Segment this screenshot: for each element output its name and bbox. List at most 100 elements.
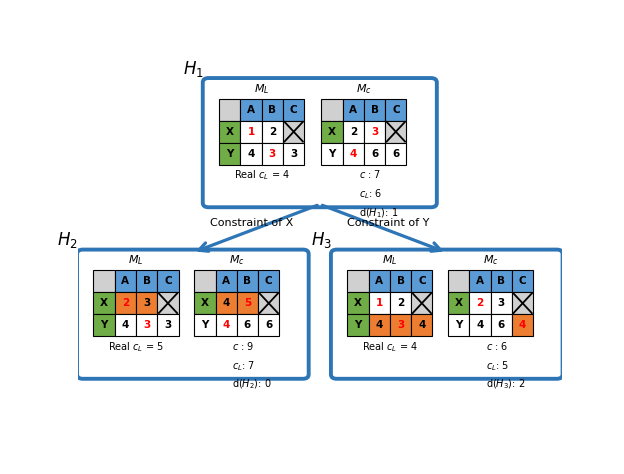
Text: $c$ : 6: $c$ : 6 (486, 340, 508, 352)
Text: $c_L$: 6: $c_L$: 6 (359, 187, 383, 201)
Text: A: A (247, 105, 255, 115)
Text: Y: Y (354, 320, 362, 330)
Text: X: X (328, 127, 336, 137)
Text: 1: 1 (248, 127, 255, 137)
Text: 2: 2 (349, 127, 357, 137)
Text: 1: 1 (376, 298, 383, 308)
Bar (157, 270, 178, 292)
Bar (283, 99, 305, 121)
Text: 6: 6 (498, 320, 505, 330)
Bar (512, 314, 534, 336)
Text: Y: Y (226, 149, 233, 159)
Bar (219, 143, 240, 164)
Bar (448, 292, 469, 314)
Text: C: C (265, 276, 273, 286)
Text: B: B (497, 276, 505, 286)
Bar (94, 314, 115, 336)
Bar (411, 270, 432, 292)
Text: 4: 4 (519, 320, 526, 330)
Bar (469, 270, 490, 292)
Bar (262, 121, 283, 143)
Bar (258, 314, 280, 336)
Bar (411, 314, 432, 336)
Bar (262, 143, 283, 164)
Text: 5: 5 (244, 298, 251, 308)
Text: Real $c_L$ = 5: Real $c_L$ = 5 (108, 340, 164, 354)
Text: $H_3$: $H_3$ (311, 230, 332, 250)
Text: 2: 2 (122, 298, 129, 308)
Text: Constraint of Y: Constraint of Y (347, 218, 429, 228)
Bar (364, 99, 385, 121)
Bar (157, 292, 178, 314)
Bar (136, 270, 157, 292)
Text: 6: 6 (265, 320, 273, 330)
Bar (385, 99, 406, 121)
Bar (258, 270, 280, 292)
Bar (237, 270, 258, 292)
Text: A: A (122, 276, 129, 286)
Bar (448, 270, 469, 292)
Text: 3: 3 (371, 127, 378, 137)
Bar (369, 270, 390, 292)
Text: 4: 4 (223, 298, 230, 308)
Text: X: X (100, 298, 108, 308)
Text: 3: 3 (164, 320, 172, 330)
Text: A: A (476, 276, 484, 286)
Bar (115, 314, 136, 336)
Bar (512, 270, 534, 292)
Text: X: X (354, 298, 362, 308)
Text: 4: 4 (248, 149, 255, 159)
Bar (448, 314, 469, 336)
Text: $c$ : 9: $c$ : 9 (232, 340, 255, 352)
Text: 3: 3 (143, 298, 150, 308)
Bar (469, 314, 490, 336)
Text: Real $c_L$ = 4: Real $c_L$ = 4 (362, 340, 418, 354)
Text: $M_L$: $M_L$ (129, 254, 144, 267)
Text: C: C (519, 276, 527, 286)
Bar (237, 292, 258, 314)
Text: 3: 3 (498, 298, 505, 308)
Bar (115, 292, 136, 314)
Bar (369, 292, 390, 314)
Bar (237, 314, 258, 336)
FancyBboxPatch shape (203, 78, 437, 207)
Bar (385, 121, 406, 143)
Text: $H_1$: $H_1$ (183, 59, 203, 79)
Bar (343, 121, 364, 143)
Bar (348, 270, 369, 292)
Text: C: C (418, 276, 426, 286)
Text: C: C (290, 105, 298, 115)
Text: B: B (371, 105, 379, 115)
Text: d($H_1$): 1: d($H_1$): 1 (359, 206, 399, 220)
Text: Y: Y (201, 320, 208, 330)
Text: 4: 4 (476, 320, 484, 330)
Bar (240, 143, 262, 164)
Bar (219, 121, 240, 143)
Bar (390, 314, 411, 336)
Bar (215, 314, 237, 336)
Text: 4: 4 (349, 149, 357, 159)
Bar (390, 270, 411, 292)
Text: X: X (455, 298, 463, 308)
Text: 3: 3 (269, 149, 276, 159)
Bar (411, 292, 432, 314)
Text: X: X (201, 298, 209, 308)
Text: 2: 2 (269, 127, 276, 137)
Bar (490, 270, 512, 292)
Bar (364, 121, 385, 143)
Text: 3: 3 (143, 320, 150, 330)
Bar (321, 99, 343, 121)
Text: 2: 2 (397, 298, 404, 308)
Bar (283, 143, 305, 164)
Text: X: X (226, 127, 234, 137)
Text: A: A (375, 276, 383, 286)
Bar (364, 143, 385, 164)
Text: Y: Y (100, 320, 108, 330)
Text: B: B (268, 105, 276, 115)
Text: A: A (349, 105, 358, 115)
Text: $c_L$: 5: $c_L$: 5 (486, 359, 509, 373)
Text: C: C (164, 276, 172, 286)
Bar (490, 292, 512, 314)
Text: d($H_2$): 0: d($H_2$): 0 (232, 378, 271, 392)
Text: $M_L$: $M_L$ (254, 82, 270, 96)
